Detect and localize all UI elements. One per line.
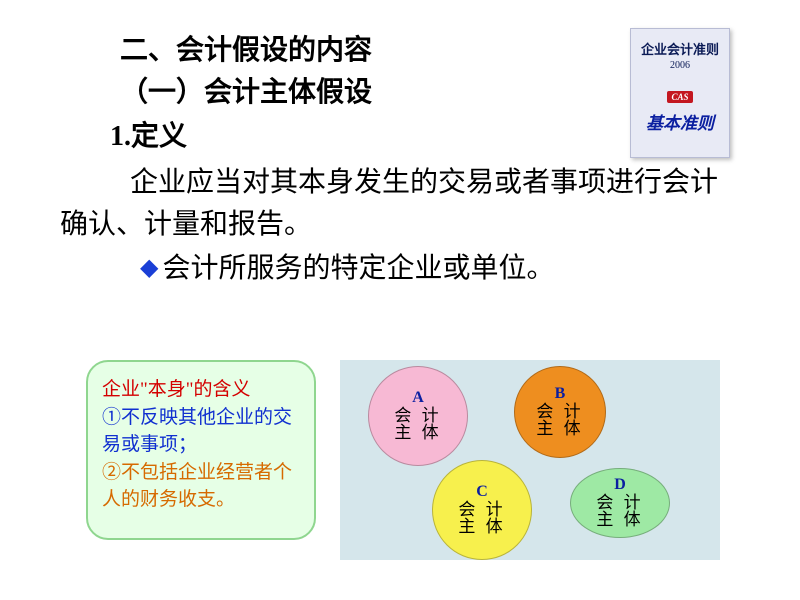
book-logo: CAS [667,91,692,103]
circle-b-line2: 主 体 [536,420,583,438]
book-subtitle: 基本准则 [631,109,729,134]
note-line-2: 不包括企业经营者个人的财务收支。 [102,462,292,511]
circle-b-line1: 会 计 [536,403,583,421]
circle-a-line1: 会 计 [394,407,441,425]
bullet-text: 会计所服务的特定企业或单位。 [162,253,554,284]
book-year: 2006 [631,60,729,71]
circle-a: A 会 计 主 体 [368,366,468,466]
note-num-2: ② [102,462,121,483]
circle-b: B 会 计 主 体 [514,366,606,458]
circle-a-line2: 主 体 [394,424,441,442]
diamond-icon: ◆ [140,255,158,281]
note-line-1: 不反映其他企业的交易或事项； [102,407,292,456]
book-illustration: 企业会计准则 2006 CAS 基本准则 [630,28,730,158]
bullet-line: ◆会计所服务的特定企业或单位。 [140,248,760,290]
circle-c: C 会 计 主 体 [432,460,532,560]
circle-c-line1: 会 计 [458,501,505,519]
body-text: 企业应当对其本身发生的交易或者事项进行会计确认、计量和报告。 [60,162,730,246]
circle-d-line2: 主 体 [596,511,643,529]
entities-diagram: A 会 计 主 体 B 会 计 主 体 C 会 计 主 体 D 会 计 主 体 [340,360,720,560]
circle-c-line2: 主 体 [458,518,505,536]
note-title: 企业"本身"的含义 [102,379,251,400]
circle-d-letter: D [614,477,626,494]
book-title: 企业会计准则 [631,39,729,58]
circle-d-line1: 会 计 [596,494,643,512]
circle-b-letter: B [555,386,566,403]
circle-c-letter: C [476,484,488,501]
circle-a-letter: A [412,390,424,407]
circle-d: D 会 计 主 体 [570,468,670,538]
note-num-1: ① [102,407,121,428]
note-box: 企业"本身"的含义 ①不反映其他企业的交易或事项； ②不包括企业经营者个人的财务… [86,360,316,540]
